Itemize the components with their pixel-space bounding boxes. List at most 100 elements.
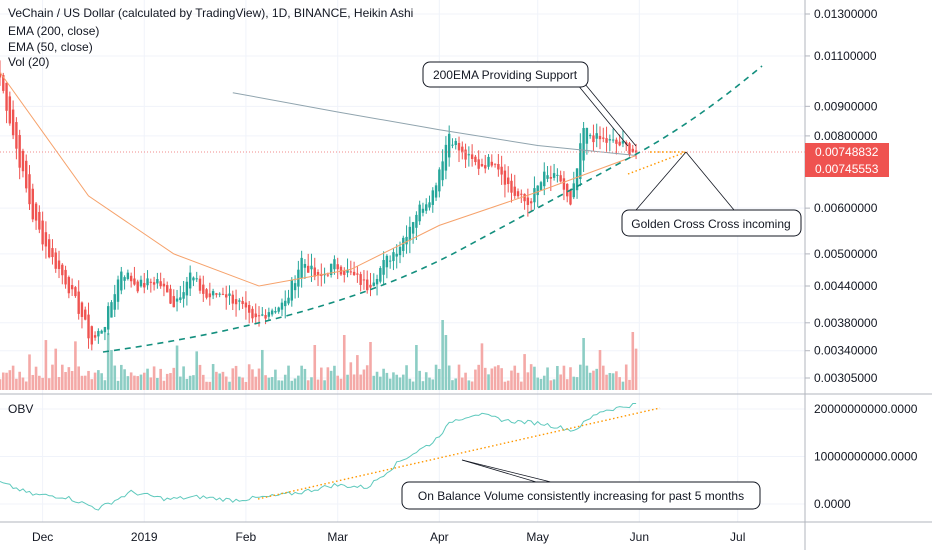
volume-bar (526, 372, 530, 390)
candle-body (261, 314, 264, 316)
volume-bar (300, 365, 303, 390)
candle-body (257, 315, 261, 317)
volume-bar (611, 373, 615, 390)
candle-body (405, 236, 408, 245)
time-axis-label: May (526, 530, 549, 544)
price-badge-top: 0.00748832 (805, 143, 889, 161)
volume-bar (618, 377, 621, 390)
candle-body (21, 150, 25, 172)
volume-bar (188, 375, 192, 390)
candle-body (313, 267, 316, 277)
candle-body (343, 270, 346, 275)
volume-bar (165, 373, 169, 390)
candle-body (254, 313, 257, 318)
volume-bar (428, 377, 431, 390)
candle-body (5, 82, 8, 111)
candle-body (516, 191, 520, 197)
candle-body (598, 135, 602, 140)
volume-bar (310, 377, 313, 390)
candle-body (70, 285, 74, 290)
volume-bar (8, 370, 12, 390)
candle-body (215, 293, 218, 295)
candle-body (579, 143, 582, 180)
candle-body (139, 279, 143, 287)
volume-bar (270, 377, 274, 390)
candle-body (179, 297, 182, 301)
candle-body (287, 297, 290, 304)
volume-bar (290, 380, 294, 390)
time-axis[interactable]: Dec 2019 Feb Mar Apr May Jun Jul (32, 530, 745, 544)
volume-bar (457, 364, 461, 390)
volume-bar (5, 372, 8, 390)
candle-body (87, 314, 90, 339)
candle-body (480, 164, 484, 167)
volume-bar (182, 366, 185, 390)
candle-body (34, 203, 38, 221)
volume-bar (483, 367, 487, 390)
volume-bar (287, 365, 290, 390)
volume-bar (44, 340, 48, 390)
candle-body (562, 178, 566, 190)
candle-body (510, 180, 513, 193)
volume-bar (556, 365, 559, 390)
obv-axis[interactable]: 20000000000.0000 10000000000.0000 0.0000 (814, 402, 918, 511)
candle-body (339, 266, 343, 275)
candle-body (90, 326, 94, 345)
candle-body (457, 142, 461, 151)
candle-body (64, 269, 67, 285)
candle-body (129, 275, 133, 282)
volume-bar (90, 379, 94, 390)
candle-body (126, 272, 130, 279)
candle-body (631, 148, 634, 153)
candle-body (15, 122, 18, 149)
volume-bar (349, 362, 353, 390)
candle-body (559, 175, 562, 182)
volume-bar (503, 381, 507, 390)
candle-body (379, 268, 382, 282)
candle-body (221, 293, 225, 295)
candle-body (97, 330, 100, 337)
volume-bar (264, 375, 267, 390)
candle-body (513, 186, 516, 196)
candle-body (11, 109, 15, 136)
volume-bar (139, 374, 143, 390)
candle-body (47, 239, 51, 258)
candle-body (231, 294, 234, 304)
candle-body (100, 330, 103, 334)
candle-body (244, 302, 248, 308)
volume-bar (323, 380, 326, 390)
volume-bar (490, 368, 494, 390)
candle-body (120, 271, 123, 291)
volume-bar (21, 377, 25, 390)
volume-bar (97, 370, 100, 390)
volume-bar (569, 367, 572, 390)
candle-body (44, 232, 48, 247)
volume-bar (280, 380, 284, 390)
candle-body (438, 169, 441, 192)
volume-bar (241, 377, 244, 390)
volume-bar (438, 368, 441, 390)
volume-bar (120, 364, 123, 390)
volume-bar (395, 374, 399, 390)
candle-body (552, 173, 556, 178)
price-axis[interactable]: 0.01300000 0.01100000 0.00900000 0.00800000… (805, 7, 878, 385)
price-axis-label: 0.00900000 (814, 99, 878, 113)
volume-bar (631, 332, 635, 390)
candle-body (385, 255, 389, 268)
candle-body (310, 265, 313, 270)
candle-body (366, 279, 369, 291)
candle-body (326, 274, 330, 276)
support-trend-curve (102, 65, 763, 353)
candle-body (520, 193, 523, 195)
volume-bar (516, 372, 520, 390)
volume-bar (293, 378, 297, 390)
candle-body (241, 301, 244, 305)
volume-bar (260, 349, 264, 390)
volume-bar (57, 377, 61, 390)
candle-body (198, 278, 202, 291)
candle-body (152, 282, 156, 285)
candle-body (333, 259, 336, 270)
price-badge-top-text: 0.00748832 (815, 145, 879, 159)
